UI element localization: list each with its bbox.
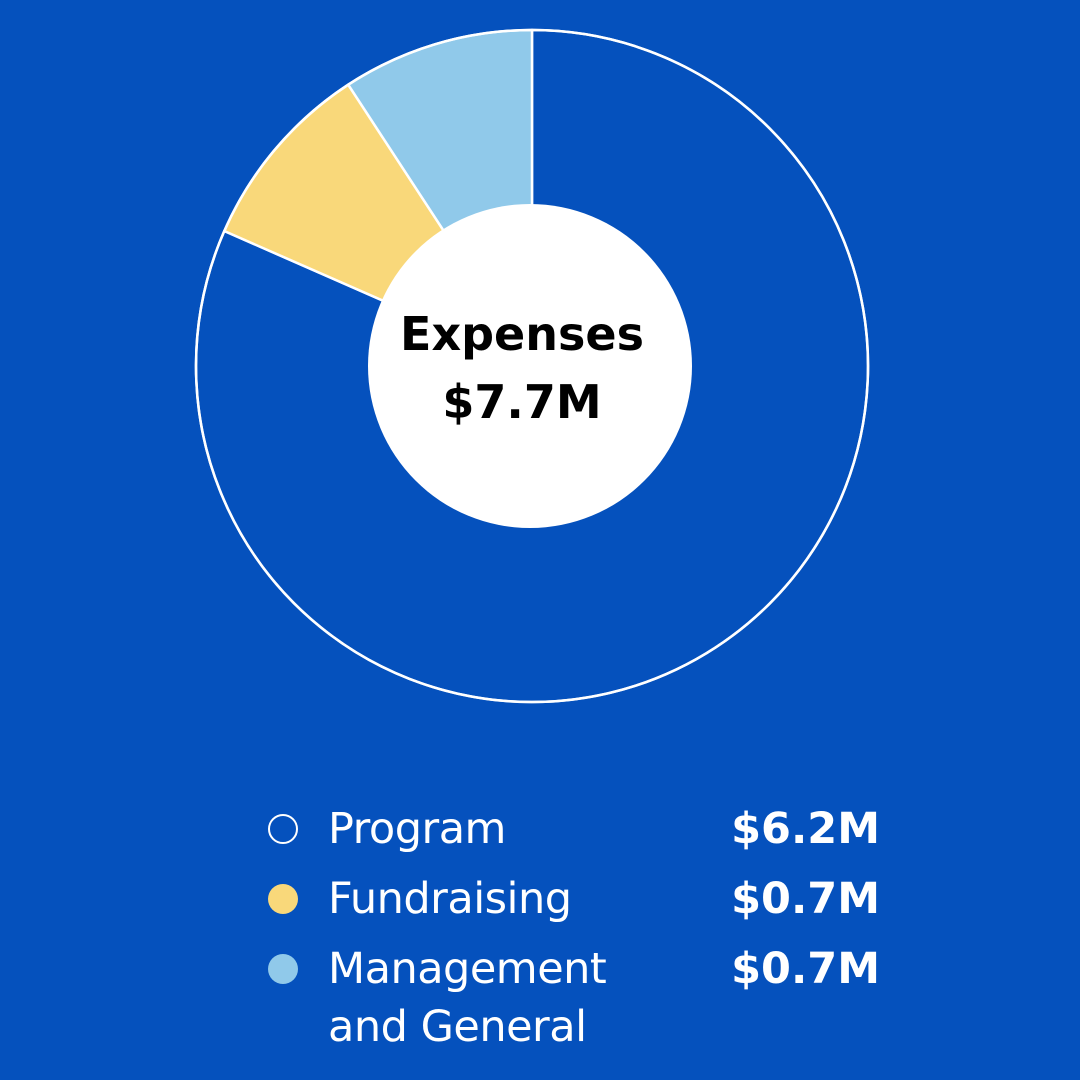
legend-label-management: Management and General: [328, 944, 607, 1052]
legend-label-program: Program: [328, 804, 506, 854]
legend-item-management: Management and General $0.7M: [268, 940, 908, 1056]
center-label: Expenses: [400, 307, 644, 361]
legend-value-program: $6.2M: [731, 804, 880, 854]
legend-swatch-management: [268, 954, 298, 984]
legend-value-fundraising: $0.7M: [731, 874, 880, 924]
legend-item-program: Program $6.2M: [268, 800, 908, 858]
donut-outline: [194, 28, 870, 704]
legend-label-fundraising: Fundraising: [328, 874, 572, 924]
donut-center-circle: [368, 204, 692, 528]
center-value: $7.7M: [442, 375, 601, 429]
donut-chart: Expenses $7.7M: [194, 28, 870, 704]
legend-swatch-fundraising: [268, 884, 298, 914]
legend-value-management: $0.7M: [731, 944, 880, 994]
legend: Program $6.2M Fundraising $0.7M Manageme…: [268, 800, 908, 1068]
legend-swatch-program: [268, 814, 298, 844]
legend-item-fundraising: Fundraising $0.7M: [268, 870, 908, 928]
